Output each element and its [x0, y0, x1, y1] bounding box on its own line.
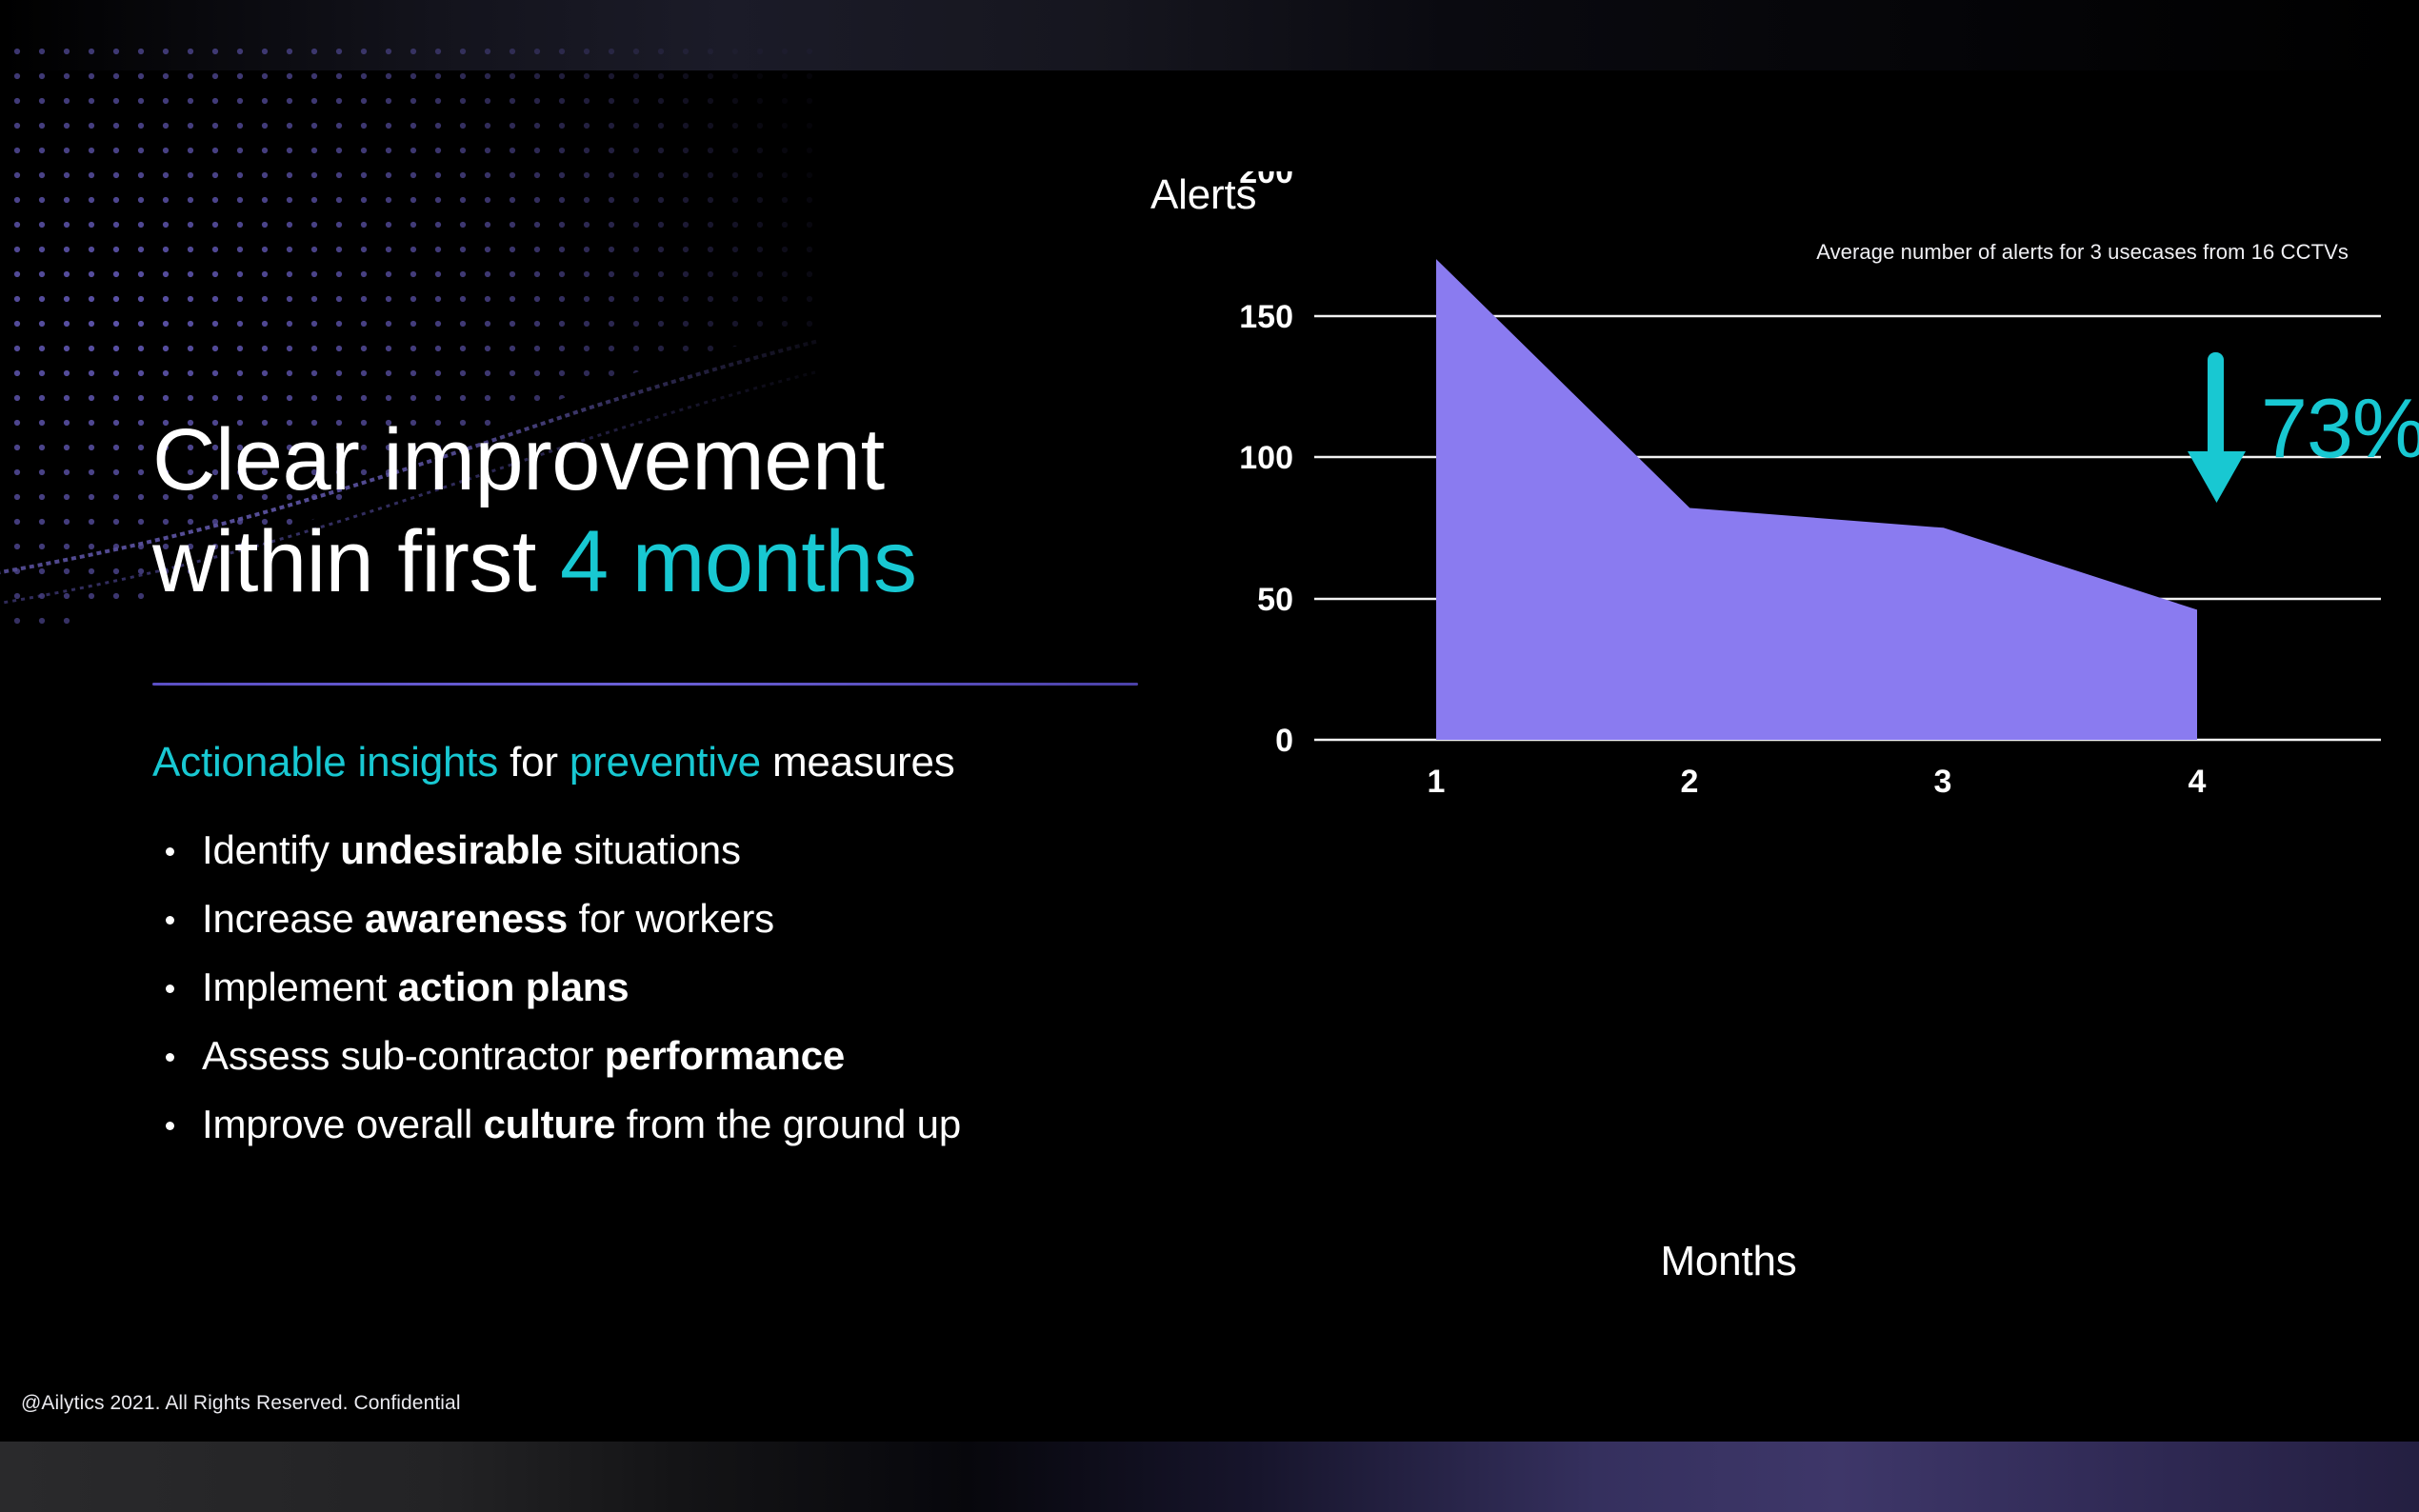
chart-annotation: Average number of alerts for 3 usecases …	[1816, 240, 2349, 264]
alerts-area-polygon	[1436, 259, 2197, 740]
chart-plot-area: 200 150 100 50 0 1 2 3 4	[1239, 171, 2381, 800]
divider	[152, 683, 1138, 686]
chart-x-axis-title: Months	[1124, 1238, 2381, 1285]
bullet-pre: Increase	[202, 896, 365, 942]
bullet-dot-icon	[166, 1053, 174, 1063]
chart-x-axis-labels: 1 2 3 4	[1428, 764, 2207, 800]
bullet-bold: culture	[483, 1102, 616, 1147]
bullet-pre: Assess sub-contractor	[202, 1033, 605, 1079]
x-tick-4: 4	[2189, 764, 2207, 800]
y-tick-200: 200	[1239, 171, 1293, 190]
subtitle-accent-2: preventive	[569, 739, 761, 786]
x-tick-2: 2	[1681, 764, 1699, 800]
y-tick-100: 100	[1239, 440, 1293, 476]
decrease-callout: 73%	[2183, 352, 2419, 507]
down-arrow-icon	[2188, 352, 2246, 503]
list-item: Increase awareness for workers	[152, 899, 1200, 939]
bullet-bold: awareness	[364, 896, 568, 942]
x-axis-title-text: Months	[1660, 1238, 1797, 1284]
bullet-bold: performance	[604, 1033, 845, 1079]
bullet-post: situations	[562, 827, 741, 873]
list-item: Improve overall culture from the ground …	[152, 1104, 1200, 1144]
headline-line-1: Clear improvement	[152, 411, 885, 508]
page-title: Clear improvement within first 4 months	[152, 409, 1200, 612]
x-tick-1: 1	[1428, 764, 1446, 800]
footer-copyright: @Ailytics 2021. All Rights Reserved. Con…	[21, 1392, 461, 1414]
bullet-dot-icon	[166, 916, 174, 925]
bullet-post: from the ground up	[615, 1102, 961, 1147]
headline-line-2-prefix: within first	[152, 512, 561, 610]
left-content-column: Clear improvement within first 4 months …	[152, 409, 1200, 1173]
list-item: Assess sub-contractor performance	[152, 1036, 1200, 1076]
decrease-percent-label: 73%	[2261, 381, 2419, 475]
bullet-post: for workers	[568, 896, 774, 942]
subtitle-plain-2: measures	[760, 739, 955, 786]
bullet-bold: undesirable	[340, 827, 563, 873]
bullet-pre: Improve overall	[202, 1102, 484, 1147]
bottom-decoration-band	[0, 1438, 2419, 1512]
list-item: Implement action plans	[152, 967, 1200, 1007]
bullet-pre: Implement	[202, 965, 398, 1010]
y-tick-0: 0	[1275, 723, 1293, 759]
x-tick-3: 3	[1934, 764, 1952, 800]
headline-accent: 4 months	[560, 512, 917, 610]
subtitle: Actionable insights for preventive measu…	[152, 739, 1200, 786]
bullet-dot-icon	[166, 985, 174, 994]
bullet-dot-icon	[166, 847, 174, 857]
bullet-list: Identify undesirable situations Increase…	[152, 830, 1200, 1144]
alerts-area-chart: Alerts Average number of alerts for 3 us…	[1124, 171, 2419, 1343]
bullet-pre: Identify	[202, 827, 341, 873]
subtitle-plain-1: for	[498, 739, 570, 786]
list-item: Identify undesirable situations	[152, 830, 1200, 870]
subtitle-accent-1: Actionable insights	[152, 739, 499, 786]
chart-y-axis-labels: 200 150 100 50 0	[1239, 171, 1293, 759]
top-decoration-band	[0, 0, 2419, 70]
y-tick-150: 150	[1239, 299, 1293, 335]
bullet-dot-icon	[166, 1122, 174, 1131]
bullet-bold: action plans	[397, 965, 630, 1010]
chart-title: Alerts	[1150, 171, 1257, 218]
y-tick-50: 50	[1257, 582, 1293, 618]
